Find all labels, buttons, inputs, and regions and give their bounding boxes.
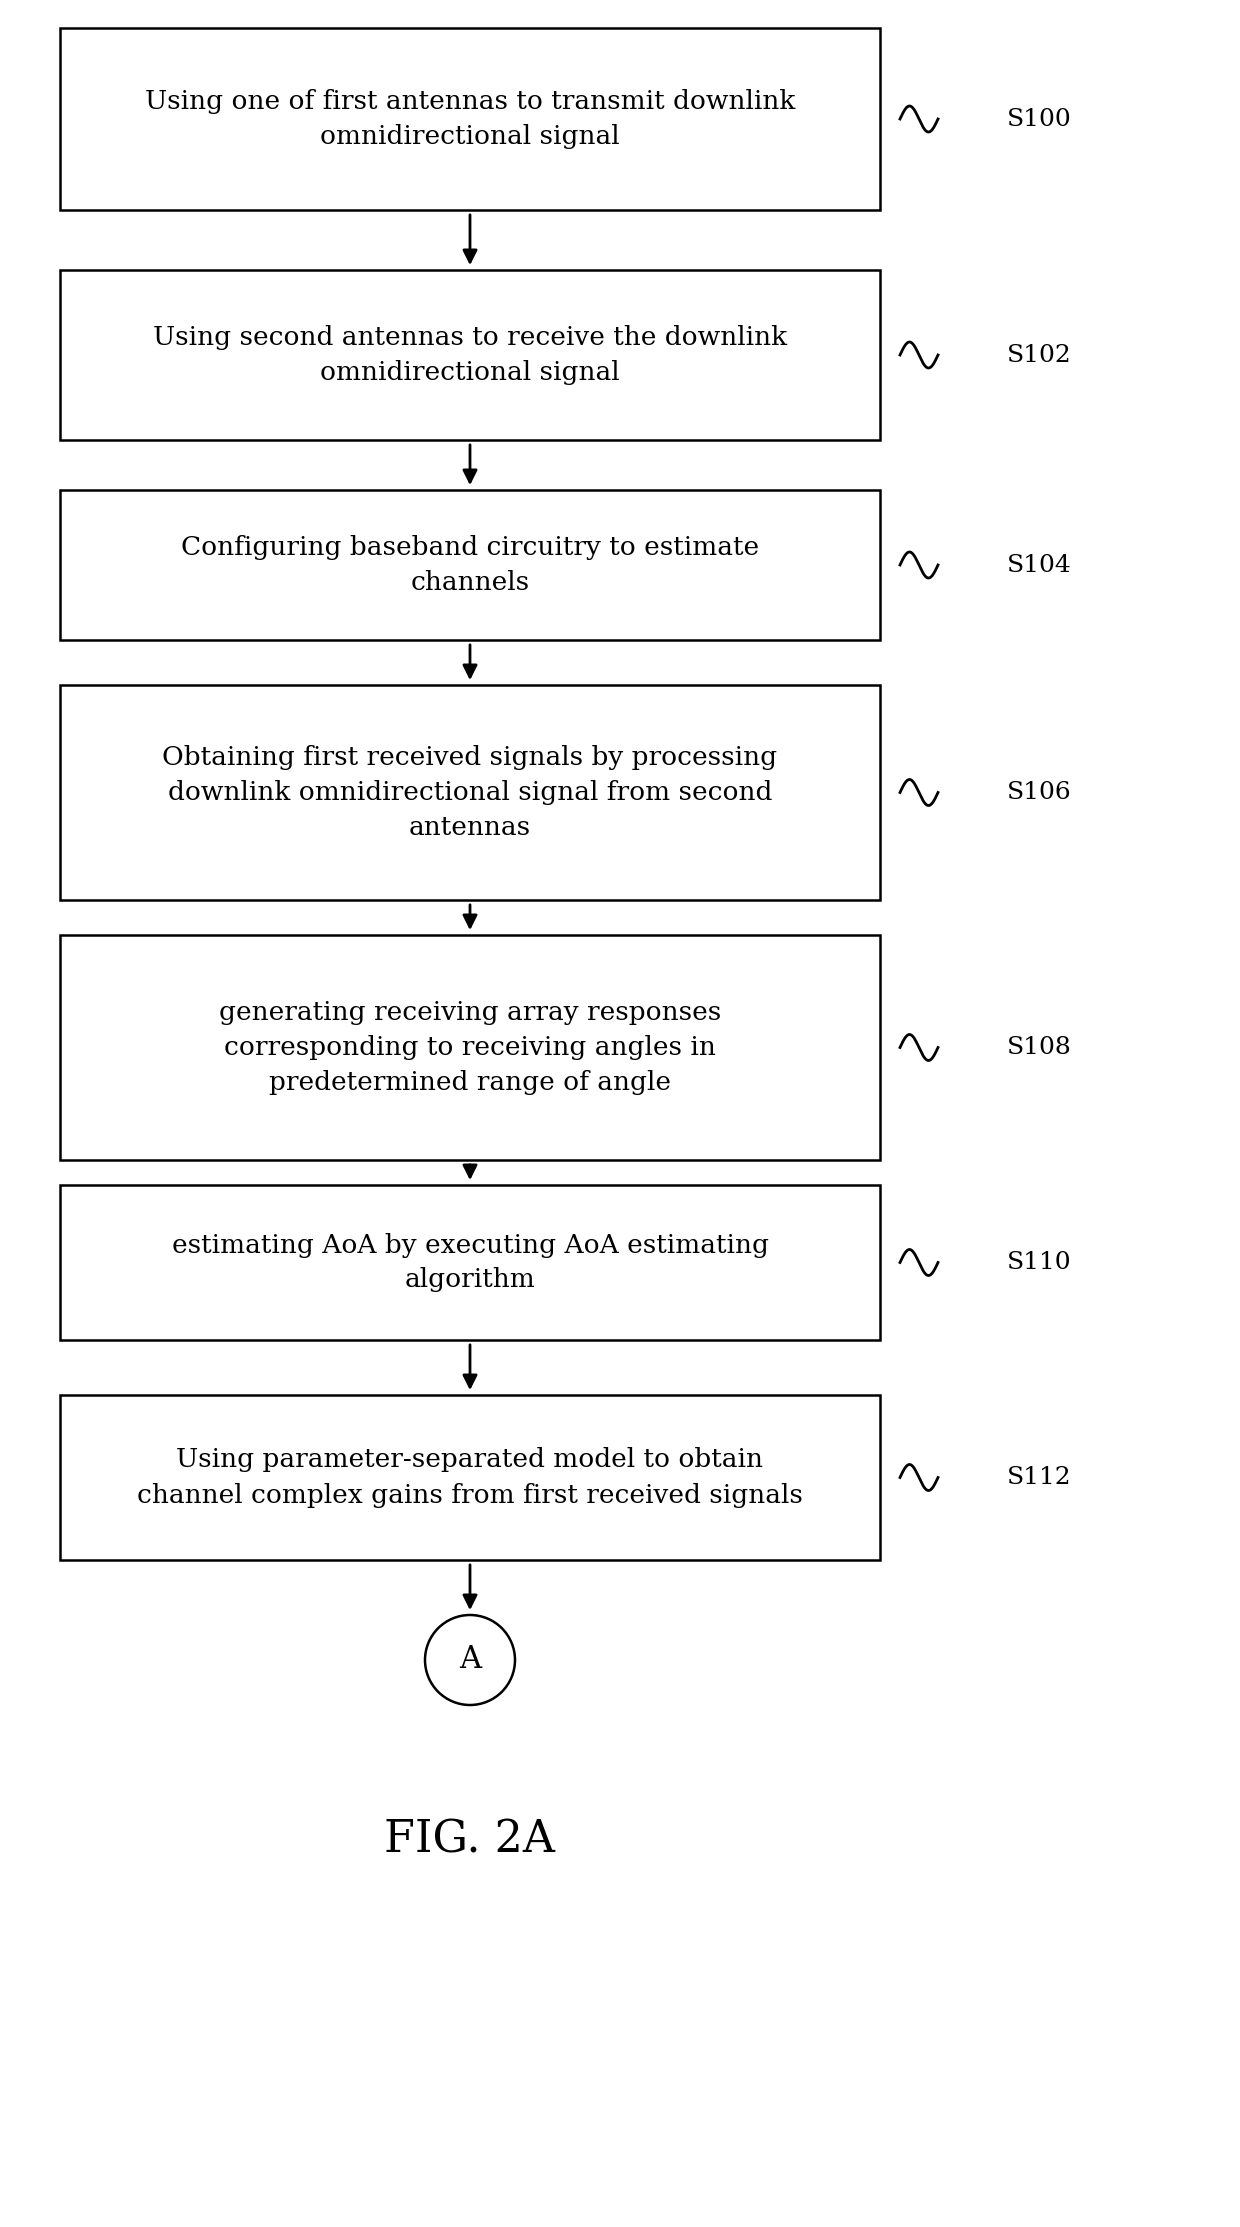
Bar [60,490,880,639]
Text: Using one of first antennas to transmit downlink
omnidirectional signal: Using one of first antennas to transmit … [145,89,795,149]
Bar [60,686,880,900]
Bar [60,935,880,1160]
Text: S110: S110 [1007,1252,1071,1274]
Text: Using second antennas to receive the downlink
omnidirectional signal: Using second antennas to receive the dow… [153,325,787,385]
Text: Using parameter-separated model to obtain
channel complex gains from first recei: Using parameter-separated model to obtai… [138,1448,804,1508]
Bar [60,1394,880,1559]
Text: S102: S102 [1007,343,1071,367]
Text: Obtaining first received signals by processing
downlink omnidirectional signal f: Obtaining first received signals by proc… [162,746,777,840]
Text: estimating AoA by executing AoA estimating
algorithm: estimating AoA by executing AoA estimati… [171,1232,769,1292]
Circle shape [425,1615,515,1706]
Text: A: A [459,1644,481,1675]
Text: S106: S106 [1007,782,1071,804]
Bar [60,1185,880,1341]
Text: generating receiving array responses
corresponding to receiving angles in
predet: generating receiving array responses cor… [219,1000,722,1096]
Text: S108: S108 [1007,1036,1071,1060]
Text: FIG. 2A: FIG. 2A [384,1819,556,1862]
Text: S100: S100 [1007,107,1071,131]
Text: Configuring baseband circuitry to estimate
channels: Configuring baseband circuitry to estima… [181,534,759,595]
Bar [60,269,880,441]
Text: S112: S112 [1007,1465,1071,1490]
Bar [60,29,880,209]
Text: S104: S104 [1007,555,1071,577]
